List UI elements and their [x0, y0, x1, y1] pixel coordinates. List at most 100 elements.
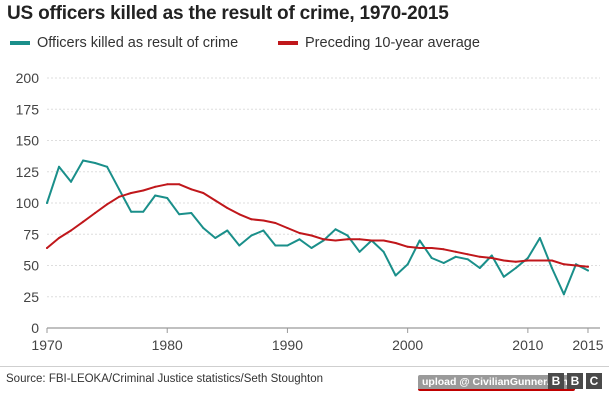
x-tick-label: 1970 [31, 337, 62, 353]
officers-killed-point-1971 [58, 165, 61, 168]
ten-year-average-point-1994 [334, 239, 337, 242]
ten-year-average-point-2009 [514, 260, 517, 263]
officers-killed-point-1994 [334, 228, 337, 231]
ten-year-average-point-2015 [586, 265, 589, 268]
x-tick-label: 2010 [512, 337, 543, 353]
source-note: Source: FBI-LEOKA/Criminal Justice stati… [6, 373, 324, 385]
ten-year-average-point-1986 [238, 213, 241, 216]
officers-killed-point-1990 [286, 244, 289, 247]
officers-killed-point-2015 [586, 269, 589, 272]
legend-label-officers-killed: Officers killed as result of crime [37, 35, 239, 51]
ten-year-average-point-1981 [178, 183, 181, 186]
y-tick-label: 200 [16, 70, 40, 86]
officers-killed-point-1981 [178, 213, 181, 216]
ten-year-average-point-1999 [394, 242, 397, 244]
ten-year-average-point-1970 [46, 247, 48, 249]
officers-killed-point-2011 [538, 237, 541, 239]
officers-killed-point-2000 [406, 263, 409, 266]
officers-killed-point-1996 [358, 250, 361, 253]
x-axis-tick-labels: 1970 1980 1990 2000 2010 2015 [31, 328, 604, 353]
ten-year-average-point-2003 [442, 248, 445, 251]
ten-year-average-point-1978 [142, 189, 145, 192]
officers-killed-point-2013 [562, 293, 565, 296]
ten-year-average-point-1973 [82, 220, 85, 223]
ten-year-average-point-2013 [562, 263, 565, 266]
officers-killed-point-1984 [214, 237, 217, 239]
logo-letter-b1: B [548, 373, 564, 389]
officers-killed-point-1999 [394, 274, 397, 277]
ten-year-average-point-1983 [202, 192, 205, 194]
ten-year-average-point-1990 [286, 227, 289, 229]
y-tick-label: 0 [31, 320, 39, 336]
officers-killed-point-2002 [430, 257, 433, 259]
officers-killed-point-1974 [94, 162, 97, 164]
y-axis-tick-labels: 0 25 50 75 100 125 150 175 200 [16, 70, 40, 336]
ten-year-average-point-2010 [526, 259, 529, 262]
officers-killed-point-1985 [226, 229, 229, 232]
y-tick-label: 150 [16, 133, 40, 149]
y-tick-label: 175 [16, 101, 40, 117]
ten-year-average-point-2006 [478, 255, 481, 258]
officers-killed-point-1992 [310, 247, 313, 249]
officers-killed-point-1987 [250, 234, 253, 237]
ten-year-average-point-1996 [358, 238, 361, 241]
ten-year-average-point-1984 [214, 199, 217, 202]
ten-year-average-point-2002 [430, 247, 433, 249]
ten-year-average-point-1987 [250, 218, 253, 221]
officers-killed-point-2009 [514, 267, 517, 269]
officers-killed-point-1976 [118, 188, 121, 191]
officers-killed-point-1977 [130, 210, 133, 213]
ten-year-average-point-1989 [274, 222, 277, 224]
officers-killed-point-2005 [466, 258, 469, 261]
officers-killed-point-1978 [142, 210, 145, 213]
officers-killed-point-1972 [70, 180, 73, 183]
ten-year-average-point-1997 [370, 239, 373, 242]
legend-label-ten-year-average: Preceding 10-year average [305, 35, 480, 51]
gridlines [47, 77, 600, 329]
x-tick-label: 1980 [152, 337, 183, 353]
logo-letter-c: C [586, 373, 602, 389]
ten-year-average-point-1982 [190, 188, 193, 191]
ten-year-average-point-1995 [346, 238, 349, 241]
officers-killed-point-1982 [190, 212, 193, 214]
series-line-officers-killed [46, 159, 589, 296]
officers-killed-point-1988 [262, 229, 265, 232]
ten-year-average-point-2014 [574, 264, 577, 267]
ten-year-average-point-1974 [94, 212, 97, 214]
officers-killed-point-2003 [442, 262, 445, 264]
ten-year-average-point-1991 [298, 232, 301, 234]
officers-killed-point-2001 [418, 239, 421, 242]
x-tick-label: 2000 [392, 337, 423, 353]
bbc-logo: B B C [548, 373, 602, 389]
line-chart: 0 25 50 75 100 125 150 175 200 1970 1980 1990 2000 2… [16, 70, 604, 353]
x-tick-label: 1990 [272, 337, 303, 353]
ten-year-average-point-1980 [166, 183, 169, 186]
footer-divider [0, 366, 609, 367]
ten-year-average-point-1992 [310, 234, 313, 237]
ten-year-average-point-2011 [538, 259, 541, 262]
officers-killed-point-2006 [478, 267, 481, 269]
y-tick-label: 75 [23, 226, 39, 242]
officers-killed-point-1980 [166, 197, 169, 199]
y-tick-label: 25 [23, 289, 39, 305]
y-tick-label: 100 [16, 195, 40, 211]
ten-year-average-point-1985 [226, 207, 229, 209]
ten-year-average-point-2004 [454, 250, 457, 253]
ten-year-average-point-1975 [106, 203, 109, 206]
officers-killed-point-1986 [238, 244, 241, 247]
watermark: upload @ CivilianGunner.com [418, 375, 576, 391]
ten-year-average-point-1979 [154, 185, 157, 188]
ten-year-average-point-2005 [466, 253, 469, 256]
officers-killed-point-1975 [106, 165, 109, 168]
officers-killed-point-2008 [502, 275, 505, 278]
chart-title: US officers killed as the result of crim… [7, 3, 449, 24]
ten-year-average-point-1988 [262, 219, 265, 222]
officers-killed-point-1991 [298, 238, 301, 241]
officers-killed-point-2007 [490, 254, 493, 257]
ten-year-average-point-2012 [550, 259, 553, 262]
officers-killed-point-1998 [382, 250, 385, 253]
legend-swatch-red [278, 41, 298, 45]
ten-year-average-point-1998 [382, 239, 385, 242]
officers-killed-point-1973 [82, 159, 85, 162]
series-lines [46, 159, 589, 296]
